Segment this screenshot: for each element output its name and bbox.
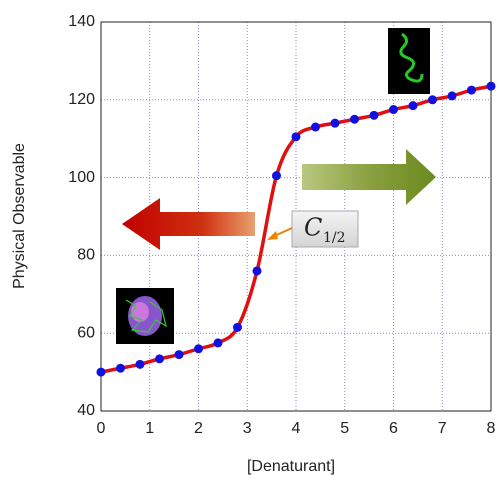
x-tick-label: 1 bbox=[145, 420, 154, 437]
x-tick-label: 2 bbox=[194, 420, 203, 437]
x-tick-label: 4 bbox=[292, 420, 301, 437]
less-stable-arrow bbox=[122, 198, 255, 250]
data-point bbox=[486, 81, 496, 91]
data-point bbox=[369, 110, 379, 120]
data-point bbox=[330, 118, 340, 128]
plot bbox=[96, 81, 496, 377]
y-tick-label: 140 bbox=[68, 13, 95, 30]
folded-protein-image bbox=[116, 288, 174, 344]
midpoint-box bbox=[291, 210, 359, 248]
midpoint-pointer-head bbox=[267, 231, 278, 240]
plot-frame bbox=[100, 21, 492, 412]
y-tick-label: 60 bbox=[77, 324, 95, 341]
data-point bbox=[428, 95, 437, 105]
midpoint-symbol: C bbox=[304, 214, 322, 242]
x-tick-label: 6 bbox=[389, 420, 398, 437]
x-tick-label: 7 bbox=[438, 420, 447, 437]
x-axis-label: [Denaturant] bbox=[247, 458, 335, 475]
less-stable-label: less stable bbox=[169, 194, 241, 210]
y-tick-label: 40 bbox=[77, 402, 95, 419]
data-point bbox=[174, 350, 184, 360]
data-point bbox=[194, 344, 203, 354]
data-point bbox=[135, 359, 145, 369]
data-point bbox=[272, 171, 281, 181]
data-point bbox=[311, 122, 320, 132]
data-point bbox=[116, 363, 125, 373]
data-point bbox=[155, 354, 164, 364]
data-point bbox=[389, 105, 398, 115]
data-point bbox=[408, 101, 418, 111]
data-point bbox=[252, 266, 262, 276]
y-tick-label: 100 bbox=[68, 169, 95, 186]
data-point bbox=[291, 132, 301, 142]
x-tick-label: 0 bbox=[97, 420, 106, 437]
data-point bbox=[96, 367, 106, 377]
unfolded-protein-image bbox=[388, 28, 430, 94]
y-tick-label: 80 bbox=[77, 247, 95, 264]
data-point bbox=[213, 338, 223, 348]
x-tick-label: 5 bbox=[340, 420, 349, 437]
x-tick-label: 3 bbox=[243, 420, 252, 437]
more-stable-label: more stable bbox=[315, 145, 394, 161]
x-tick-label: 8 bbox=[487, 420, 496, 437]
data-point bbox=[467, 85, 476, 95]
midpoint-subscript: 1/2 bbox=[323, 230, 346, 246]
data-point bbox=[350, 114, 359, 124]
y-axis-label: Physical Observable bbox=[11, 143, 28, 289]
y-tick-label: 120 bbox=[68, 91, 95, 108]
data-point bbox=[233, 322, 242, 332]
data-point bbox=[447, 91, 457, 101]
more-stable-arrow bbox=[302, 149, 436, 205]
